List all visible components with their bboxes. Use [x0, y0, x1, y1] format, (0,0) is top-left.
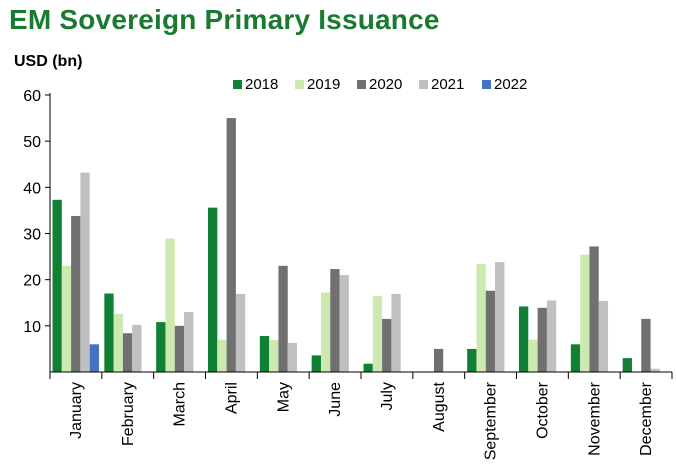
bar-2021-february [132, 324, 142, 372]
bar-2019-september [476, 263, 486, 372]
x-tick-label-february: February [120, 382, 137, 446]
bar-2021-november [598, 300, 609, 372]
bar-2020-november [589, 246, 599, 372]
bar-2019-june [320, 292, 331, 372]
bar-2018-june [311, 355, 321, 372]
y-tick-label: 20 [23, 273, 41, 290]
y-tick-label: 50 [23, 134, 41, 151]
bar-2018-september [467, 348, 477, 372]
x-tick-label-june: June [327, 382, 344, 417]
legend-swatch-2020 [357, 80, 366, 89]
bar-2021-june [339, 275, 349, 372]
legend-label-2022: 2022 [494, 76, 527, 93]
bar-2019-may [269, 340, 279, 372]
legend-label-2018: 2018 [245, 76, 278, 93]
bar-2018-february [104, 293, 114, 372]
bar-2021-january [80, 172, 90, 372]
x-tick-label-july: July [379, 382, 396, 410]
x-tick-label-september: September [483, 381, 500, 460]
y-tick-label: 30 [23, 227, 41, 244]
bar-2021-october [546, 300, 557, 372]
page-title: EM Sovereign Primary Issuance [9, 4, 440, 35]
x-tick-label-may: May [275, 382, 292, 412]
legend-swatch-2019 [295, 80, 304, 89]
bar-2021-may [287, 342, 298, 372]
bar-2020-december [641, 318, 651, 372]
legend-swatch-2021 [419, 80, 428, 89]
bar-2018-december [622, 358, 632, 372]
bar-2022-january [89, 344, 99, 372]
bar-2018-january [52, 199, 62, 372]
y-tick-label: 60 [23, 88, 41, 105]
bar-2019-july [372, 295, 383, 372]
bar-2021-march [184, 311, 194, 372]
x-tick-label-october: October [534, 381, 551, 439]
bar-2020-march [174, 325, 185, 372]
bar-2020-october [537, 307, 547, 372]
y-tick-label: 10 [23, 319, 41, 336]
bar-2020-april [226, 118, 236, 372]
bar-2019-april [217, 339, 227, 372]
bar-2020-august [433, 348, 444, 372]
bar-2019-february [113, 313, 123, 372]
legend-label-2020: 2020 [369, 76, 402, 93]
bar-2020-february [122, 333, 133, 372]
bar-2020-july [382, 318, 392, 372]
x-tick-label-april: April [223, 382, 240, 414]
bar-2021-september [495, 262, 505, 372]
legend-swatch-2022 [482, 80, 491, 89]
bar-2020-june [330, 269, 340, 372]
x-tick-label-december: December [638, 381, 655, 455]
bar-2020-may [278, 265, 288, 372]
bar-2018-april [208, 207, 218, 372]
bar-2019-january [61, 265, 72, 372]
bar-2018-november [570, 344, 581, 372]
bar-2018-may [259, 335, 270, 372]
bar-2020-january [71, 215, 81, 372]
x-tick-label-january: January [68, 382, 85, 439]
bar-2019-november [580, 254, 590, 372]
bar-2021-july [391, 293, 401, 372]
legend-swatch-2018 [233, 80, 242, 89]
y-axis-unit-label: USD (bn) [14, 53, 83, 70]
bar-2021-december [650, 368, 660, 372]
bar-2019-march [165, 238, 175, 372]
y-tick-label: 40 [23, 180, 41, 197]
bar-2019-october [528, 339, 538, 372]
x-tick-label-august: August [431, 381, 448, 431]
bar-2018-july [363, 363, 373, 372]
bar-2021-april [235, 293, 246, 372]
legend-label-2019: 2019 [307, 76, 340, 93]
bar-2020-september [485, 290, 496, 372]
bar-2018-march [156, 322, 166, 372]
x-tick-label-march: March [172, 382, 189, 426]
x-tick-label-november: November [586, 381, 603, 455]
bar-2018-october [519, 306, 529, 372]
legend-label-2021: 2021 [431, 76, 464, 93]
